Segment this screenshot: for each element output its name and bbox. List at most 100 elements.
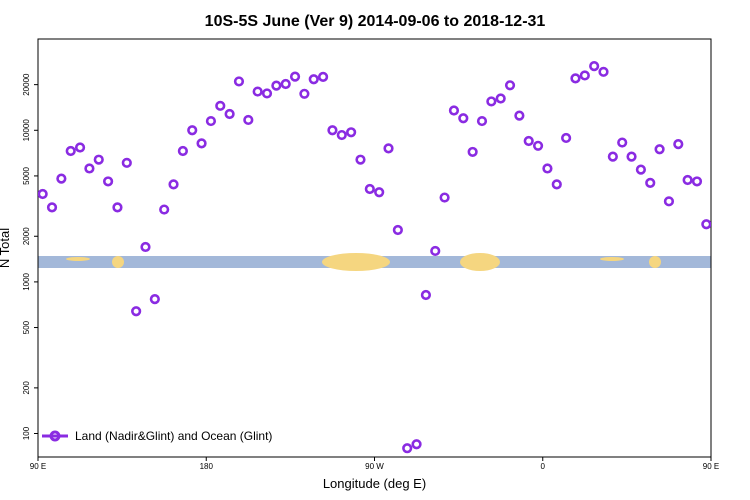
y-tick-label: 2000 bbox=[22, 227, 31, 245]
y-tick-label: 10000 bbox=[22, 119, 31, 142]
landmass-new-guinea-repeat bbox=[649, 256, 661, 268]
data-point bbox=[159, 204, 170, 215]
landmass-africa bbox=[460, 253, 500, 271]
data-point bbox=[673, 139, 684, 150]
data-point bbox=[598, 66, 609, 77]
data-point bbox=[205, 115, 217, 127]
data-point bbox=[317, 71, 329, 82]
data-point bbox=[504, 80, 516, 91]
y-tick-label: 500 bbox=[22, 320, 31, 334]
landmass-new-guinea bbox=[112, 256, 124, 268]
data-point bbox=[617, 137, 628, 148]
data-point bbox=[308, 74, 319, 85]
data-point bbox=[215, 100, 226, 111]
data-point bbox=[46, 202, 58, 213]
data-point bbox=[570, 73, 581, 84]
data-point bbox=[420, 289, 432, 301]
data-point bbox=[299, 88, 310, 99]
x-axis: 90 E 180 90 W 0 90 E bbox=[30, 457, 719, 471]
data-point bbox=[383, 143, 394, 154]
data-point bbox=[140, 241, 151, 253]
x-tick-label: 90 E bbox=[30, 462, 46, 471]
data-point bbox=[654, 144, 665, 155]
y-tick-label: 100 bbox=[22, 426, 31, 440]
data-point bbox=[561, 132, 572, 144]
data-point bbox=[701, 219, 711, 230]
data-point bbox=[121, 157, 132, 168]
data-point bbox=[551, 179, 562, 190]
data-point bbox=[224, 108, 235, 120]
chart-title: 10S-5S June (Ver 9) 2014-09-06 to 2018-1… bbox=[205, 13, 546, 30]
data-point bbox=[327, 125, 338, 136]
data-point bbox=[280, 78, 291, 90]
legend: Land (Nadir&Glint) and Ocean (Glint) bbox=[42, 429, 272, 443]
y-tick-label: 1000 bbox=[22, 272, 31, 290]
data-point bbox=[663, 196, 675, 207]
data-point bbox=[579, 70, 590, 81]
data-point bbox=[355, 154, 366, 165]
data-point bbox=[336, 129, 347, 141]
data-point bbox=[402, 443, 413, 454]
data-point bbox=[486, 96, 497, 107]
x-tick-label: 0 bbox=[541, 462, 546, 471]
data-point bbox=[542, 163, 553, 174]
data-point bbox=[635, 164, 646, 175]
data-points bbox=[38, 61, 711, 454]
plot-frame bbox=[37, 38, 712, 458]
data-point bbox=[430, 245, 441, 257]
data-point bbox=[112, 202, 123, 213]
data-point bbox=[495, 93, 506, 104]
data-point bbox=[177, 145, 188, 157]
x-tick-label: 90 W bbox=[365, 462, 384, 471]
data-point bbox=[364, 183, 375, 195]
data-point bbox=[38, 188, 48, 200]
data-point bbox=[271, 80, 282, 91]
data-point bbox=[682, 174, 693, 186]
landmass-islands-repeat bbox=[600, 257, 624, 261]
data-point bbox=[691, 176, 703, 187]
data-point bbox=[448, 105, 460, 116]
data-point bbox=[65, 145, 76, 157]
data-point bbox=[243, 114, 254, 126]
data-point bbox=[252, 86, 263, 97]
data-point bbox=[392, 224, 403, 236]
data-point bbox=[589, 61, 600, 72]
y-axis-label: N Total bbox=[0, 228, 12, 268]
data-point bbox=[168, 179, 179, 190]
data-point bbox=[103, 176, 114, 187]
data-point bbox=[411, 439, 422, 450]
y-tick-label: 200 bbox=[22, 381, 31, 395]
data-point bbox=[187, 125, 198, 136]
y-axis: 100 200 500 1000 2000 5000 10000 20000 bbox=[22, 73, 38, 440]
data-point bbox=[74, 142, 86, 153]
data-point bbox=[149, 294, 160, 305]
landmass-south-america bbox=[322, 253, 390, 271]
data-point bbox=[196, 138, 207, 149]
legend-marker-swatch bbox=[49, 430, 61, 442]
data-point bbox=[374, 187, 385, 198]
data-point bbox=[458, 113, 469, 124]
data-point bbox=[84, 163, 95, 174]
data-point bbox=[645, 177, 656, 188]
data-point bbox=[56, 173, 67, 184]
data-point bbox=[467, 146, 478, 158]
data-point bbox=[233, 76, 245, 87]
y-tick-label: 5000 bbox=[22, 166, 31, 184]
data-point bbox=[626, 151, 637, 162]
data-point bbox=[514, 110, 525, 121]
data-point bbox=[532, 140, 544, 151]
x-tick-label: 180 bbox=[200, 462, 214, 471]
data-point bbox=[439, 192, 450, 203]
x-axis-label: Longitude (deg E) bbox=[323, 476, 426, 491]
data-point bbox=[131, 306, 142, 317]
data-point bbox=[289, 71, 301, 82]
data-point bbox=[476, 115, 488, 127]
legend-label: Land (Nadir&Glint) and Ocean (Glint) bbox=[75, 429, 272, 443]
data-point bbox=[261, 88, 273, 99]
y-tick-label: 20000 bbox=[22, 73, 31, 96]
data-point bbox=[346, 127, 357, 138]
world-map-band bbox=[38, 253, 711, 271]
data-point bbox=[93, 154, 104, 165]
landmass-islands bbox=[66, 257, 90, 261]
